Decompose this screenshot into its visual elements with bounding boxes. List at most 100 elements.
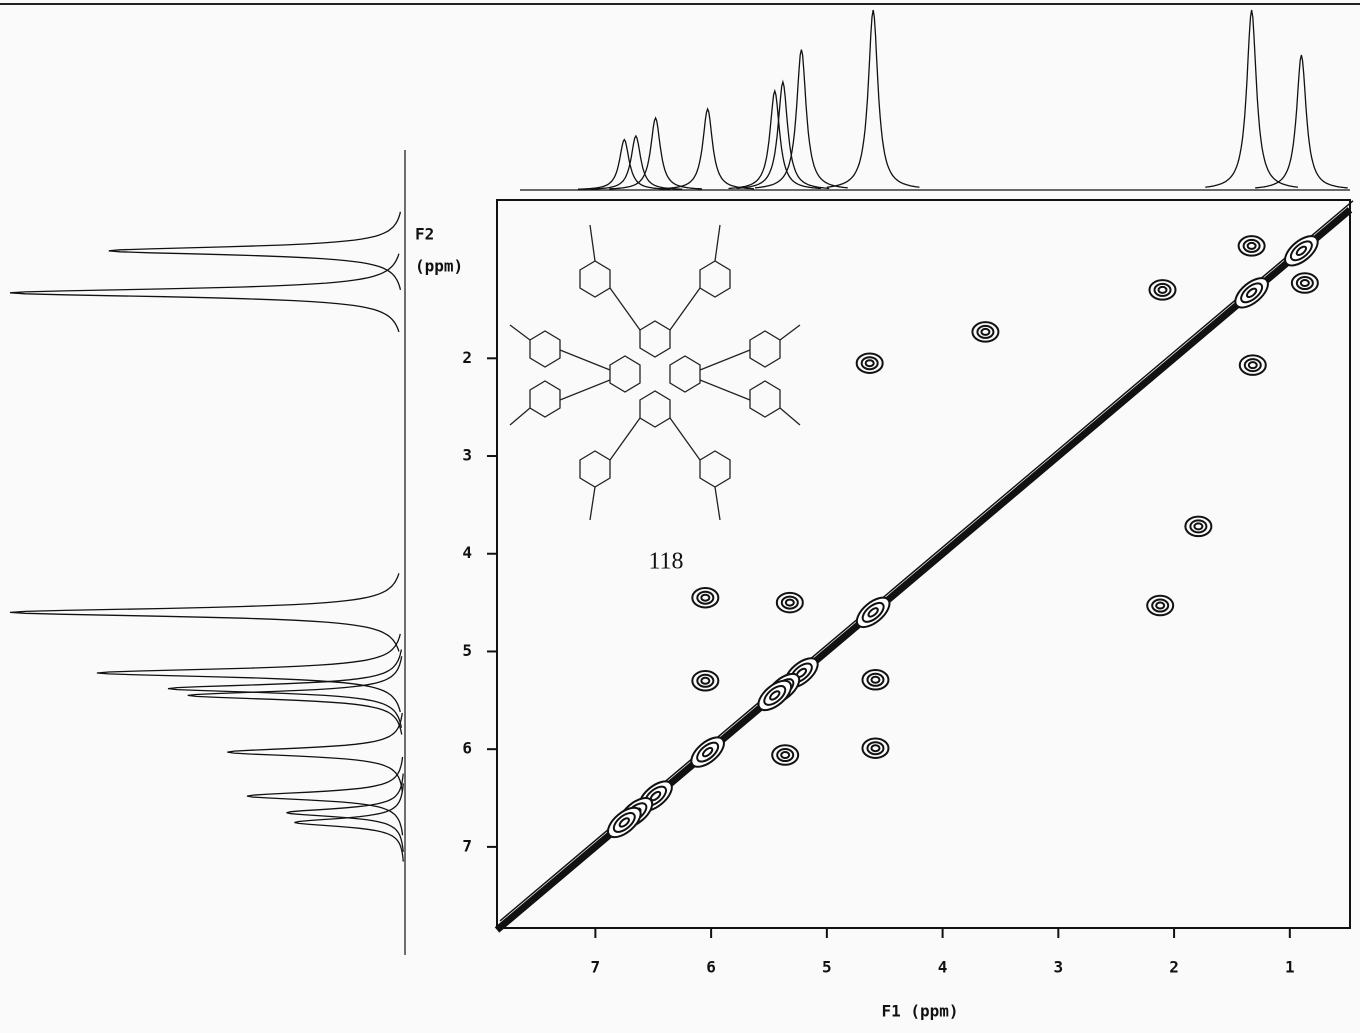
x-tick-label: 4 — [938, 958, 948, 977]
cross-peak — [1148, 279, 1177, 301]
cross-peak — [1246, 241, 1257, 250]
side-projection-peak — [246, 756, 404, 836]
diagonal-peak — [696, 741, 720, 763]
cross-peak — [1189, 519, 1208, 534]
diagonal-peak — [855, 596, 891, 629]
cross-peak — [1290, 272, 1319, 294]
diagonal-peak — [1240, 282, 1264, 304]
side-projection-peak — [227, 712, 403, 792]
cross-peak — [866, 672, 885, 687]
side-projection-peak — [9, 253, 400, 333]
side-projection-peak — [96, 633, 401, 713]
cross-peak — [776, 748, 795, 763]
top-projection-peak — [826, 9, 920, 188]
y-tick-label: 3 — [462, 446, 472, 465]
cross-peak — [775, 591, 804, 614]
x-tick-label: 3 — [1054, 958, 1064, 977]
diagonal-peak — [1289, 240, 1313, 262]
top-projection-peak — [728, 88, 822, 190]
y-tick-label: 7 — [462, 836, 472, 855]
plot-frame — [496, 199, 1351, 929]
cross-peak — [1157, 285, 1168, 294]
cross-peak — [864, 359, 875, 368]
side-projection-peak — [108, 211, 402, 291]
cross-peak — [1299, 279, 1310, 288]
diagonal-peak — [1245, 287, 1258, 299]
cross-peak — [1193, 522, 1204, 531]
x-tick-label: 6 — [706, 958, 716, 977]
cross-peak — [1146, 594, 1175, 617]
x-tick-label: 7 — [591, 958, 601, 977]
y-axis-label: F2 — [415, 225, 434, 244]
cross-peak — [1151, 598, 1170, 613]
cross-peak — [870, 675, 881, 684]
cross-peak — [1243, 358, 1262, 373]
y-axis-unit: (ppm) — [415, 257, 463, 276]
top-projection-peak — [609, 116, 702, 190]
cross-peak — [976, 324, 995, 339]
cross-peak — [861, 669, 890, 691]
cross-peak — [784, 598, 795, 607]
cross-peak — [855, 352, 884, 374]
diagonal-peak — [763, 685, 787, 706]
cross-peak — [860, 356, 879, 371]
diagonal-peak — [690, 736, 725, 768]
side-projection-peak — [9, 573, 400, 652]
cross-peak — [1295, 276, 1314, 291]
diagonal-peak — [769, 690, 781, 701]
cross-peak — [1238, 354, 1267, 376]
side-projection-peak — [167, 649, 403, 728]
top-projection-peak — [1255, 54, 1348, 189]
molecule — [509, 224, 801, 521]
top-projection-peak — [589, 134, 683, 190]
cross-peak — [696, 590, 715, 605]
cross-peak — [691, 586, 720, 609]
diagonal-peak — [1284, 235, 1319, 267]
compound-label: 118 — [648, 549, 683, 575]
cross-peak — [971, 321, 1000, 343]
cross-peak — [870, 744, 881, 753]
diagonal-peak — [1234, 277, 1269, 309]
diagonal-peak — [1295, 245, 1308, 257]
y-tick-label: 6 — [462, 739, 472, 758]
cross-peak — [691, 670, 720, 692]
cross-peak — [1247, 361, 1258, 370]
y-tick-label: 5 — [462, 641, 472, 660]
side-projection-peak — [294, 783, 404, 862]
y-tick-label: 4 — [462, 543, 472, 562]
x-tick-label: 2 — [1169, 958, 1179, 977]
cross-peak — [696, 673, 715, 688]
diagonal-peak — [607, 806, 642, 839]
top-projection-peak — [578, 138, 671, 190]
cross-peak — [780, 751, 791, 760]
diagonal-peak — [618, 817, 630, 828]
cross-peak — [980, 327, 991, 336]
cross-peak — [780, 595, 799, 610]
diagonal-peak — [757, 679, 793, 712]
cross-peak — [1237, 235, 1266, 257]
x-axis-label: F1 (ppm) — [881, 1002, 958, 1021]
top-projection-peak — [661, 107, 754, 190]
diagonal-peak — [612, 812, 636, 833]
top-projection-peak — [1205, 9, 1298, 188]
cross-peak — [771, 744, 800, 766]
diagonal-peak — [701, 746, 714, 758]
side-projection-peak — [187, 656, 403, 735]
top-projection-peak — [755, 49, 848, 189]
cross-peak — [1184, 515, 1213, 538]
side-projection-peak — [286, 773, 404, 852]
diagonal-peak — [867, 607, 879, 618]
cross-peak — [866, 741, 885, 756]
y-tick-label: 2 — [462, 348, 472, 367]
cross-peak — [861, 737, 890, 759]
cross-peak — [1153, 282, 1172, 297]
cross-peak — [700, 676, 711, 685]
x-tick-label: 5 — [822, 958, 832, 977]
diagonal-peak — [861, 601, 885, 623]
x-tick-label: 1 — [1285, 958, 1295, 977]
cross-peak — [1155, 601, 1166, 610]
cross-peak — [700, 593, 711, 602]
top-projection-peak — [736, 79, 830, 189]
